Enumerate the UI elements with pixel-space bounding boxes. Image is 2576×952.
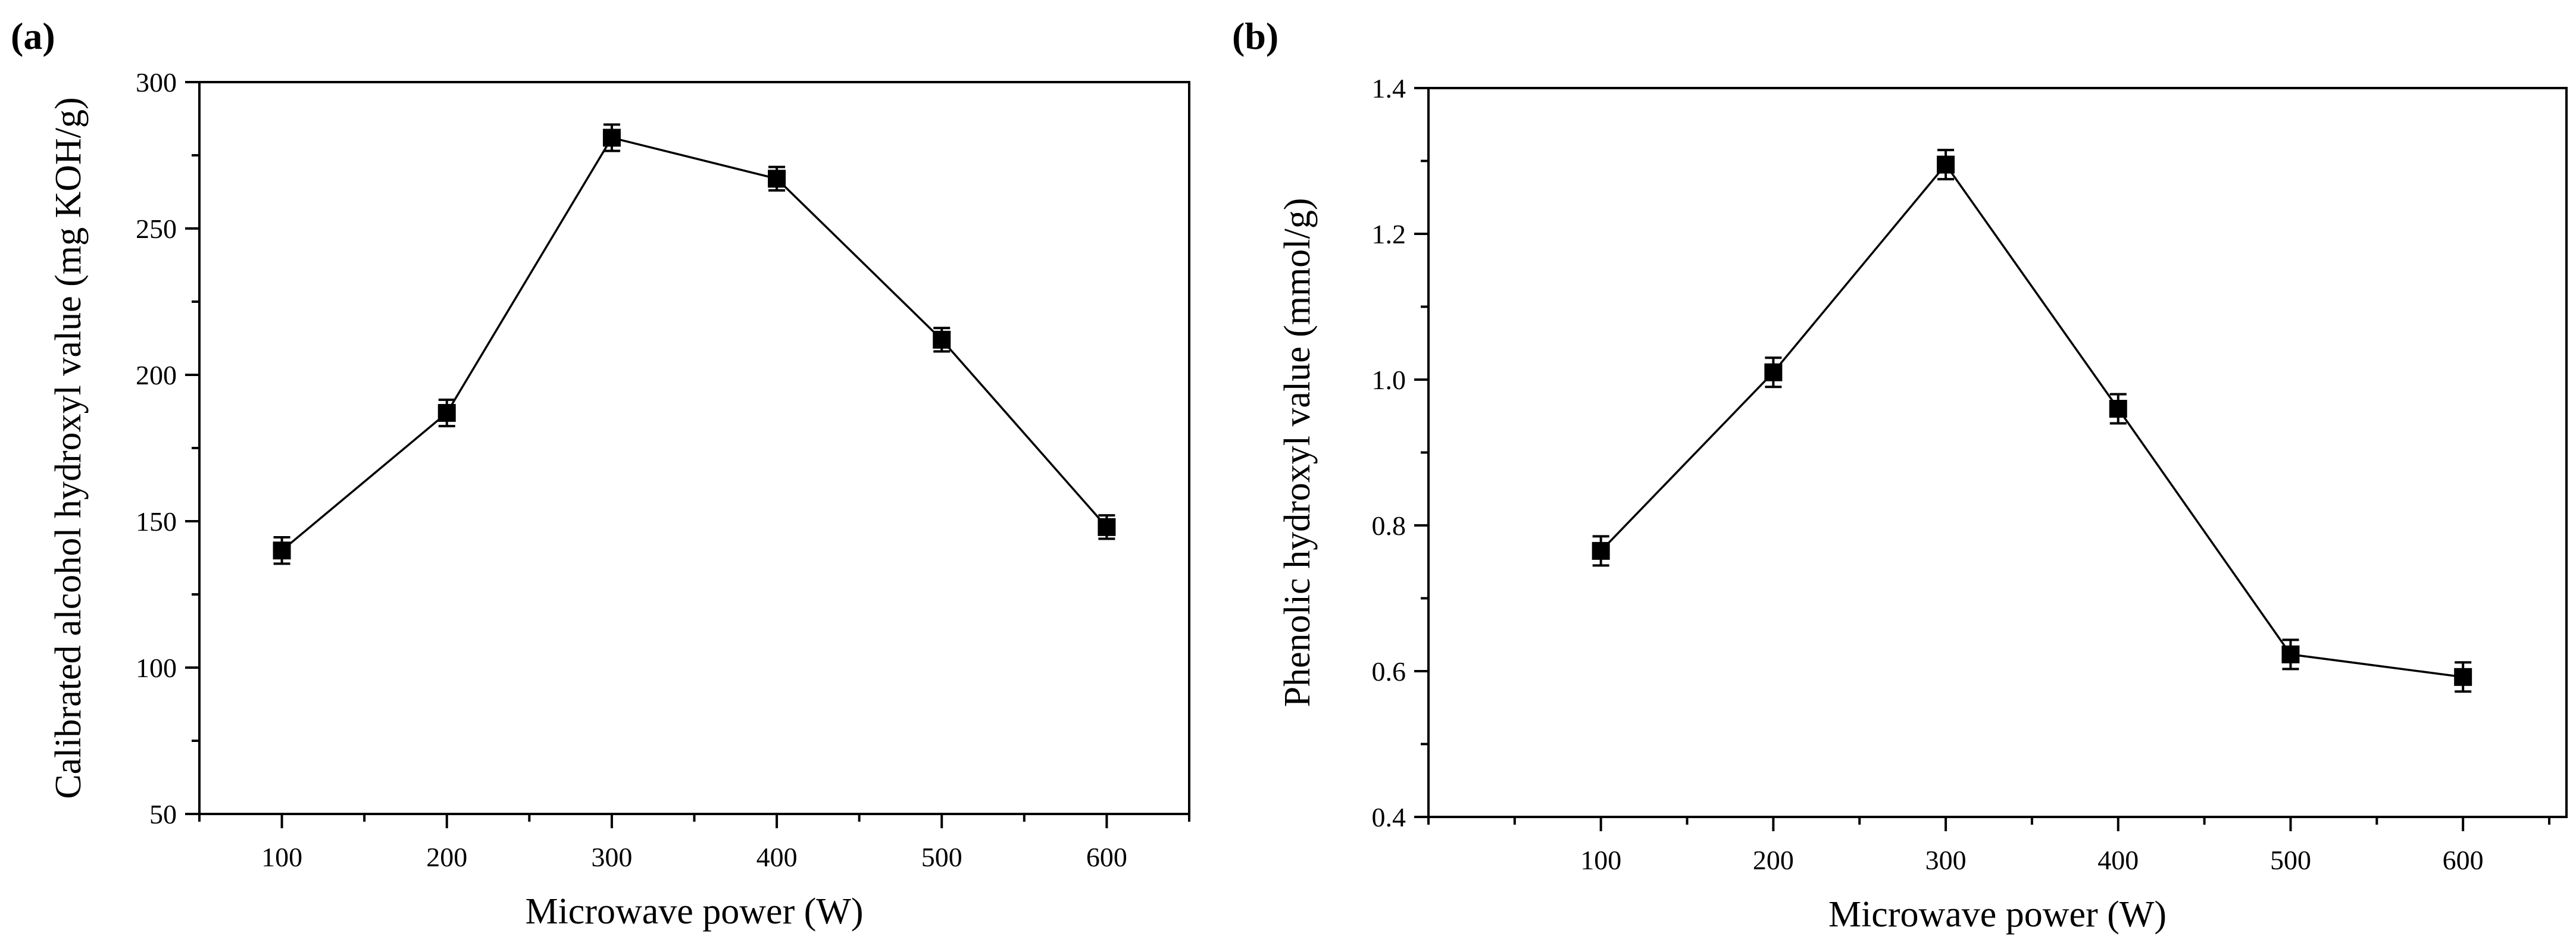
data-point-marker bbox=[437, 403, 456, 422]
x-tick-label: 200 bbox=[1753, 845, 1794, 875]
plot-frame bbox=[1427, 87, 2568, 818]
y-tick-label: 0.4 bbox=[1372, 802, 1406, 832]
x-tick-label: 300 bbox=[1925, 845, 1967, 875]
data-point-marker bbox=[1764, 363, 1783, 381]
y-tick-label: 0.8 bbox=[1372, 511, 1406, 541]
y-tick-label: 1.0 bbox=[1372, 365, 1406, 395]
data-point-marker bbox=[2109, 400, 2127, 418]
x-tick-label: 400 bbox=[756, 842, 798, 872]
data-point-marker bbox=[1937, 155, 1955, 174]
y-tick-label: 50 bbox=[149, 799, 177, 829]
data-point-marker bbox=[933, 330, 951, 349]
x-axis-title: Microwave power (W) bbox=[525, 891, 863, 932]
data-point-marker bbox=[2281, 645, 2300, 663]
x-tick-label: 600 bbox=[1086, 842, 1127, 872]
data-point-marker bbox=[1592, 541, 1610, 560]
data-point-marker bbox=[602, 129, 621, 147]
x-tick-label: 400 bbox=[2097, 845, 2139, 875]
x-tick-label: 600 bbox=[2443, 845, 2484, 875]
y-axis-title: Phenolic hydroxyl value (mmol/g) bbox=[1277, 198, 1318, 707]
x-axis-title: Microwave power (W) bbox=[1828, 894, 2167, 935]
chart-panel-b: (b) 0.4 0.6 0.8 1.0 1.2 1.4 100 200 300 400 500 600 M… bbox=[1232, 15, 2568, 935]
y-tick-label: 250 bbox=[136, 214, 177, 244]
panel-label: (a) bbox=[11, 15, 55, 57]
x-tick-label: 200 bbox=[426, 842, 467, 872]
series-line bbox=[1600, 162, 2464, 678]
y-tick-label: 200 bbox=[136, 360, 177, 390]
x-tick-label: 300 bbox=[591, 842, 632, 872]
y-tick-label: 100 bbox=[136, 653, 177, 683]
chart-panel-a: (a) 50 100 150 200 250 300 100 200 300 400 500 600 Mi… bbox=[11, 15, 1190, 932]
data-point-marker bbox=[1098, 518, 1116, 536]
y-tick-label: 1.2 bbox=[1372, 219, 1406, 249]
x-tick-label: 100 bbox=[261, 842, 302, 872]
data-point-marker bbox=[768, 170, 786, 188]
data-point-marker bbox=[2454, 668, 2472, 686]
y-axis-title: Calibrated alcohol hydroxyl value (mg KO… bbox=[48, 97, 89, 798]
plot-frame bbox=[198, 81, 1190, 815]
panel-label: (b) bbox=[1232, 15, 1278, 57]
series-line bbox=[281, 136, 1108, 552]
y-tick-label: 1.4 bbox=[1372, 73, 1406, 104]
y-tick-label: 0.6 bbox=[1372, 656, 1406, 687]
y-tick-label: 150 bbox=[136, 506, 177, 537]
x-tick-label: 500 bbox=[2270, 845, 2311, 875]
data-point-marker bbox=[273, 541, 291, 560]
x-tick-label: 100 bbox=[1580, 845, 1621, 875]
y-tick-label: 300 bbox=[136, 67, 177, 98]
x-tick-label: 500 bbox=[921, 842, 962, 872]
